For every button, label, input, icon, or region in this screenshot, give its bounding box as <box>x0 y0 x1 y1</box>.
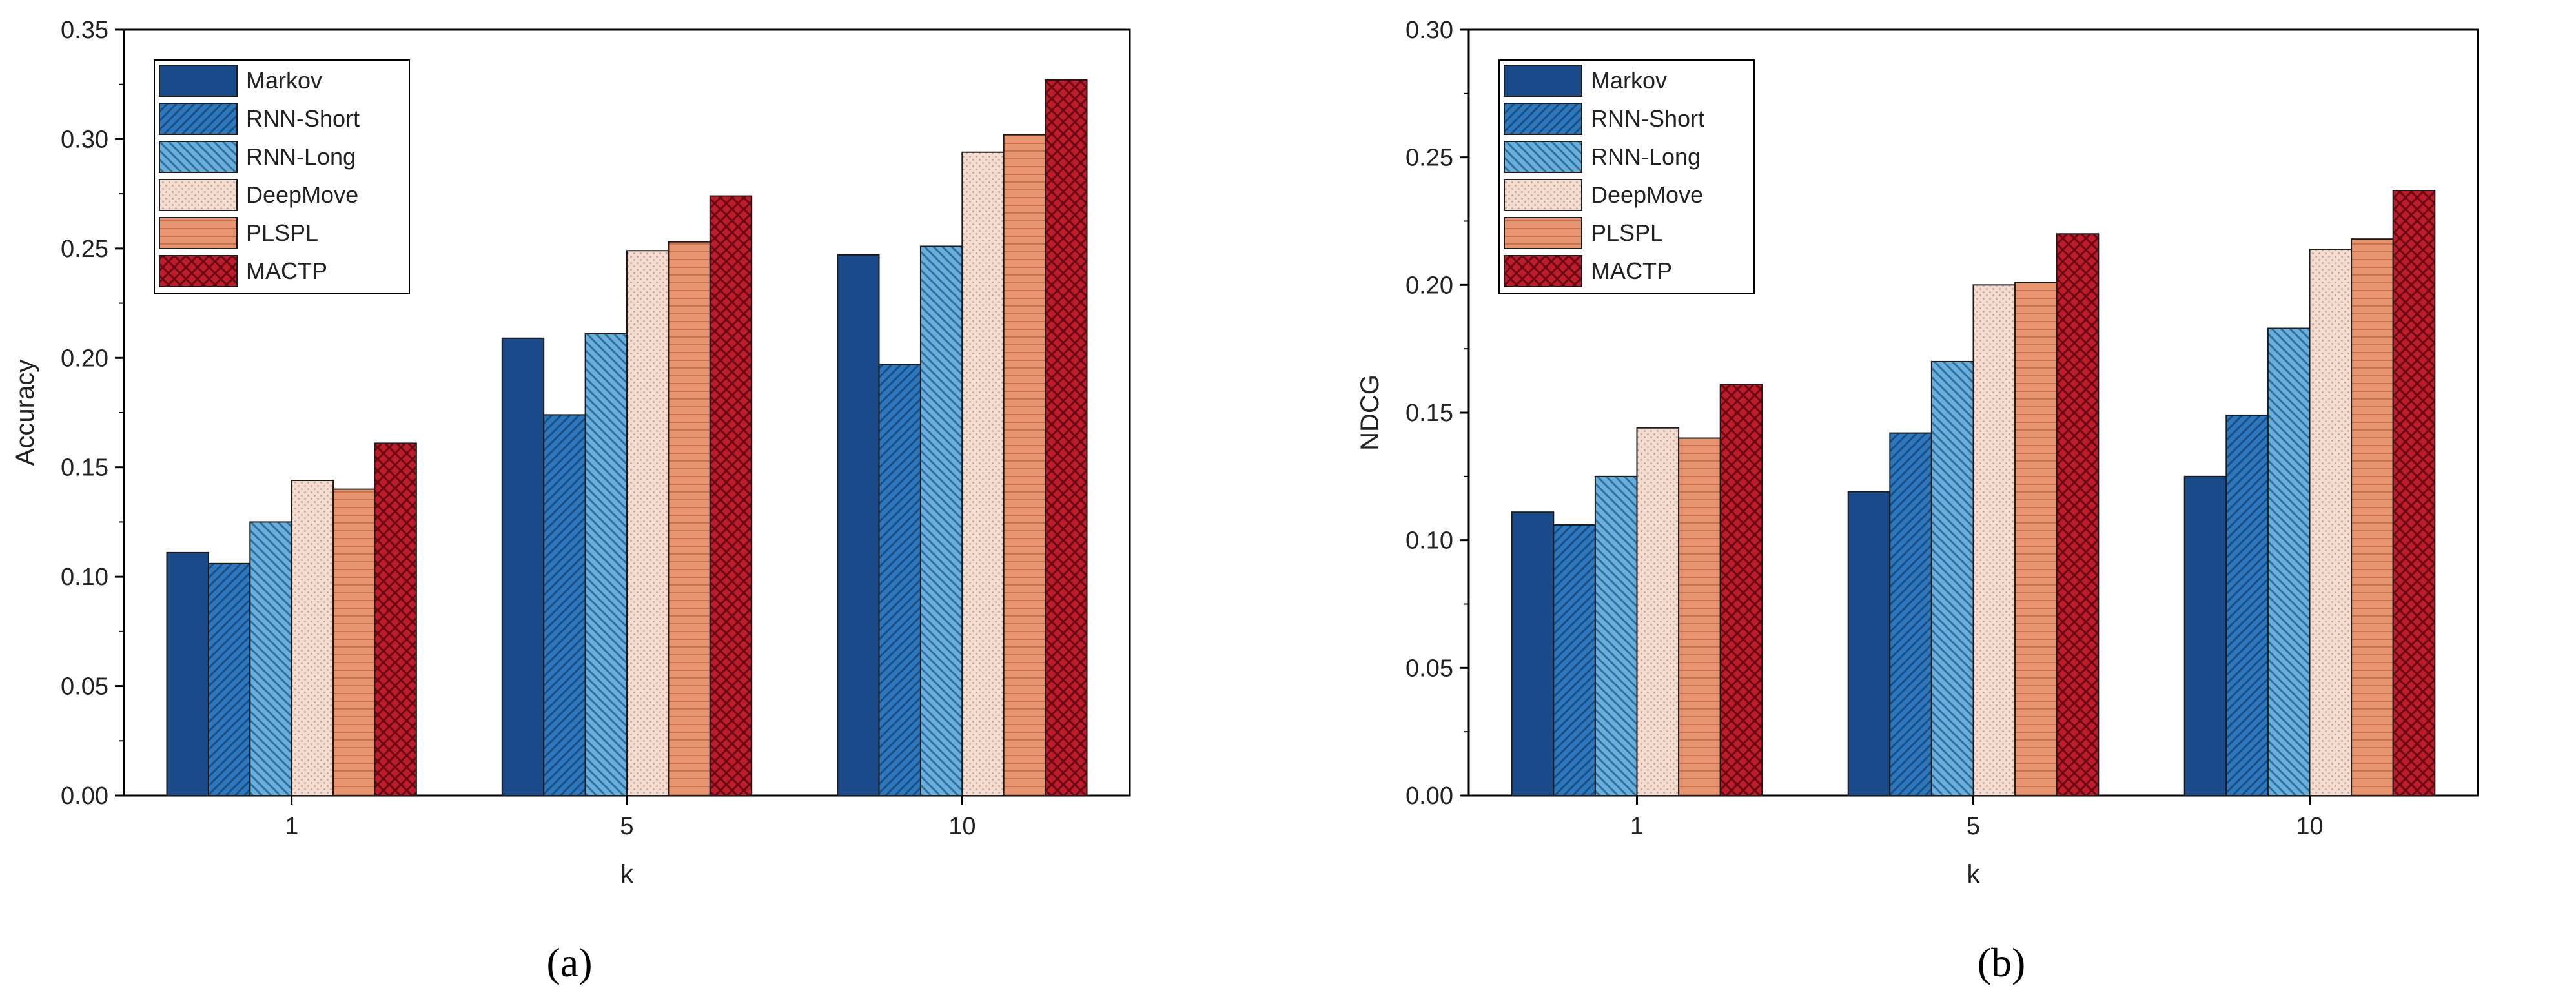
legend-label-rnn-short: RNN-Short <box>1591 105 1704 132</box>
legend-swatch-deepmove <box>159 179 238 211</box>
x-tick-label: 5 <box>620 813 633 840</box>
y-tick-label: 0.35 <box>61 17 108 44</box>
legend-label-markov: Markov <box>246 67 322 94</box>
bar-plspl-k10 <box>1003 134 1047 796</box>
legend-label-deepmove: DeepMove <box>246 181 358 208</box>
y-tick-label: 0.00 <box>61 783 108 810</box>
y-tick-label: 0.00 <box>1406 783 1453 810</box>
bar-rnn-long-k1 <box>1594 475 1638 796</box>
legend-swatch-markov <box>1504 65 1582 97</box>
y-tick-label: 0.30 <box>61 126 108 153</box>
bar-mactp-k5 <box>2056 233 2100 796</box>
legend-label-plspl: PLSPL <box>246 220 318 246</box>
legend-label-rnn-short: RNN-Short <box>246 105 360 132</box>
legend-swatch-markov <box>159 65 238 97</box>
legend-label-markov: Markov <box>1591 67 1667 94</box>
x-tick-label: 1 <box>285 813 298 840</box>
x-tick-label: 10 <box>2296 813 2323 840</box>
y-axis-title: Accuracy <box>11 360 39 466</box>
legend-swatch-mactp <box>1504 255 1582 287</box>
bar-deepmove-k5 <box>626 250 670 796</box>
legend-swatch-rnn-short <box>159 103 238 135</box>
legend-label-mactp: MACTP <box>1591 258 1672 284</box>
bar-deepmove-k1 <box>291 480 334 796</box>
y-axis-title: NDCG <box>1356 375 1384 451</box>
legend-swatch-mactp <box>159 255 238 287</box>
bar-mactp-k5 <box>709 195 753 796</box>
bar-deepmove-k1 <box>1636 427 1680 796</box>
y-tick-label: 0.10 <box>61 564 108 591</box>
y-tick-label: 0.20 <box>1406 272 1453 299</box>
x-axis-title: k <box>620 860 634 888</box>
legend-swatch-plspl <box>159 217 238 249</box>
y-tick-label: 0.30 <box>1406 17 1453 44</box>
bar-markov-k5 <box>1847 491 1891 796</box>
bar-rnn-short-k1 <box>207 562 251 796</box>
bar-rnn-short-k5 <box>543 414 586 796</box>
bar-mactp-k10 <box>2392 190 2436 796</box>
bar-markov-k10 <box>837 254 880 797</box>
bar-deepmove-k10 <box>2309 248 2353 796</box>
legend-frame <box>154 59 410 294</box>
y-tick-label: 0.05 <box>1406 655 1453 682</box>
y-tick-label: 0.25 <box>61 236 108 263</box>
bar-plspl-k10 <box>2351 238 2394 796</box>
chart-panel-a: 0.00 0.05 0.10 0.15 0.20 0.25 0.30 0.35 1 5 10 k Acc… <box>11 17 1131 985</box>
x-tick-label: 1 <box>1630 813 1644 840</box>
legend-swatch-rnn-short <box>1504 103 1582 135</box>
bar-plspl-k5 <box>668 241 711 797</box>
bar-plspl-k1 <box>332 488 376 796</box>
legend-label-mactp: MACTP <box>246 258 327 284</box>
bar-rnn-short-k5 <box>1889 432 1932 796</box>
x-axis-title: k <box>1967 860 1981 888</box>
legend-frame <box>1498 59 1755 294</box>
bar-rnn-long-k1 <box>249 521 292 797</box>
bar-deepmove-k5 <box>1972 284 2016 797</box>
y-tick-label: 0.25 <box>1406 145 1453 172</box>
bar-rnn-long-k10 <box>2267 327 2311 797</box>
x-tick-label: 10 <box>948 813 976 840</box>
bar-rnn-short-k1 <box>1553 524 1596 796</box>
bar-rnn-long-k5 <box>584 333 628 796</box>
bar-rnn-short-k10 <box>2225 414 2269 796</box>
bar-markov-k10 <box>2183 475 2227 796</box>
bar-mactp-k10 <box>1045 79 1088 797</box>
bar-markov-k1 <box>166 551 209 797</box>
bar-mactp-k1 <box>1719 384 1763 796</box>
y-tick-label: 0.10 <box>1406 528 1453 555</box>
bar-rnn-long-k10 <box>919 245 963 796</box>
bar-deepmove-k10 <box>961 151 1005 796</box>
bar-mactp-k1 <box>374 442 417 796</box>
bar-plspl-k1 <box>1678 437 1721 796</box>
bar-rnn-short-k10 <box>878 364 921 796</box>
legend-swatch-rnn-long <box>1504 141 1582 173</box>
legend-label-rnn-long: RNN-Long <box>1591 143 1701 170</box>
bar-plspl-k5 <box>2014 282 2058 796</box>
y-tick-label: 0.15 <box>61 455 108 482</box>
bar-rnn-long-k5 <box>1930 360 1974 796</box>
chart-panel-b: 0.00 0.05 0.10 0.15 0.20 0.25 0.30 1 5 10 k NDCG Mar… <box>1356 17 2479 985</box>
bar-markov-k5 <box>501 337 545 796</box>
y-tick-label: 0.20 <box>61 345 108 372</box>
bar-markov-k1 <box>1511 511 1555 796</box>
legend-swatch-rnn-long <box>159 141 238 173</box>
panel-caption: (b) <box>1978 939 2026 985</box>
legend: Markov RNN-Short RNN-Long DeepMove PLSPL MACT… <box>154 59 410 294</box>
panel-caption: (a) <box>546 939 592 985</box>
legend-swatch-plspl <box>1504 217 1582 249</box>
legend-label-deepmove: DeepMove <box>1591 181 1703 208</box>
y-tick-label: 0.15 <box>1406 400 1453 427</box>
y-tick-label: 0.05 <box>61 673 108 701</box>
legend-label-plspl: PLSPL <box>1591 220 1663 246</box>
x-tick-label: 5 <box>1967 813 1980 840</box>
legend-swatch-deepmove <box>1504 179 1582 211</box>
legend-label-rnn-long: RNN-Long <box>246 143 356 170</box>
legend: Markov RNN-Short RNN-Long DeepMove PLSPL MACT… <box>1498 59 1755 294</box>
